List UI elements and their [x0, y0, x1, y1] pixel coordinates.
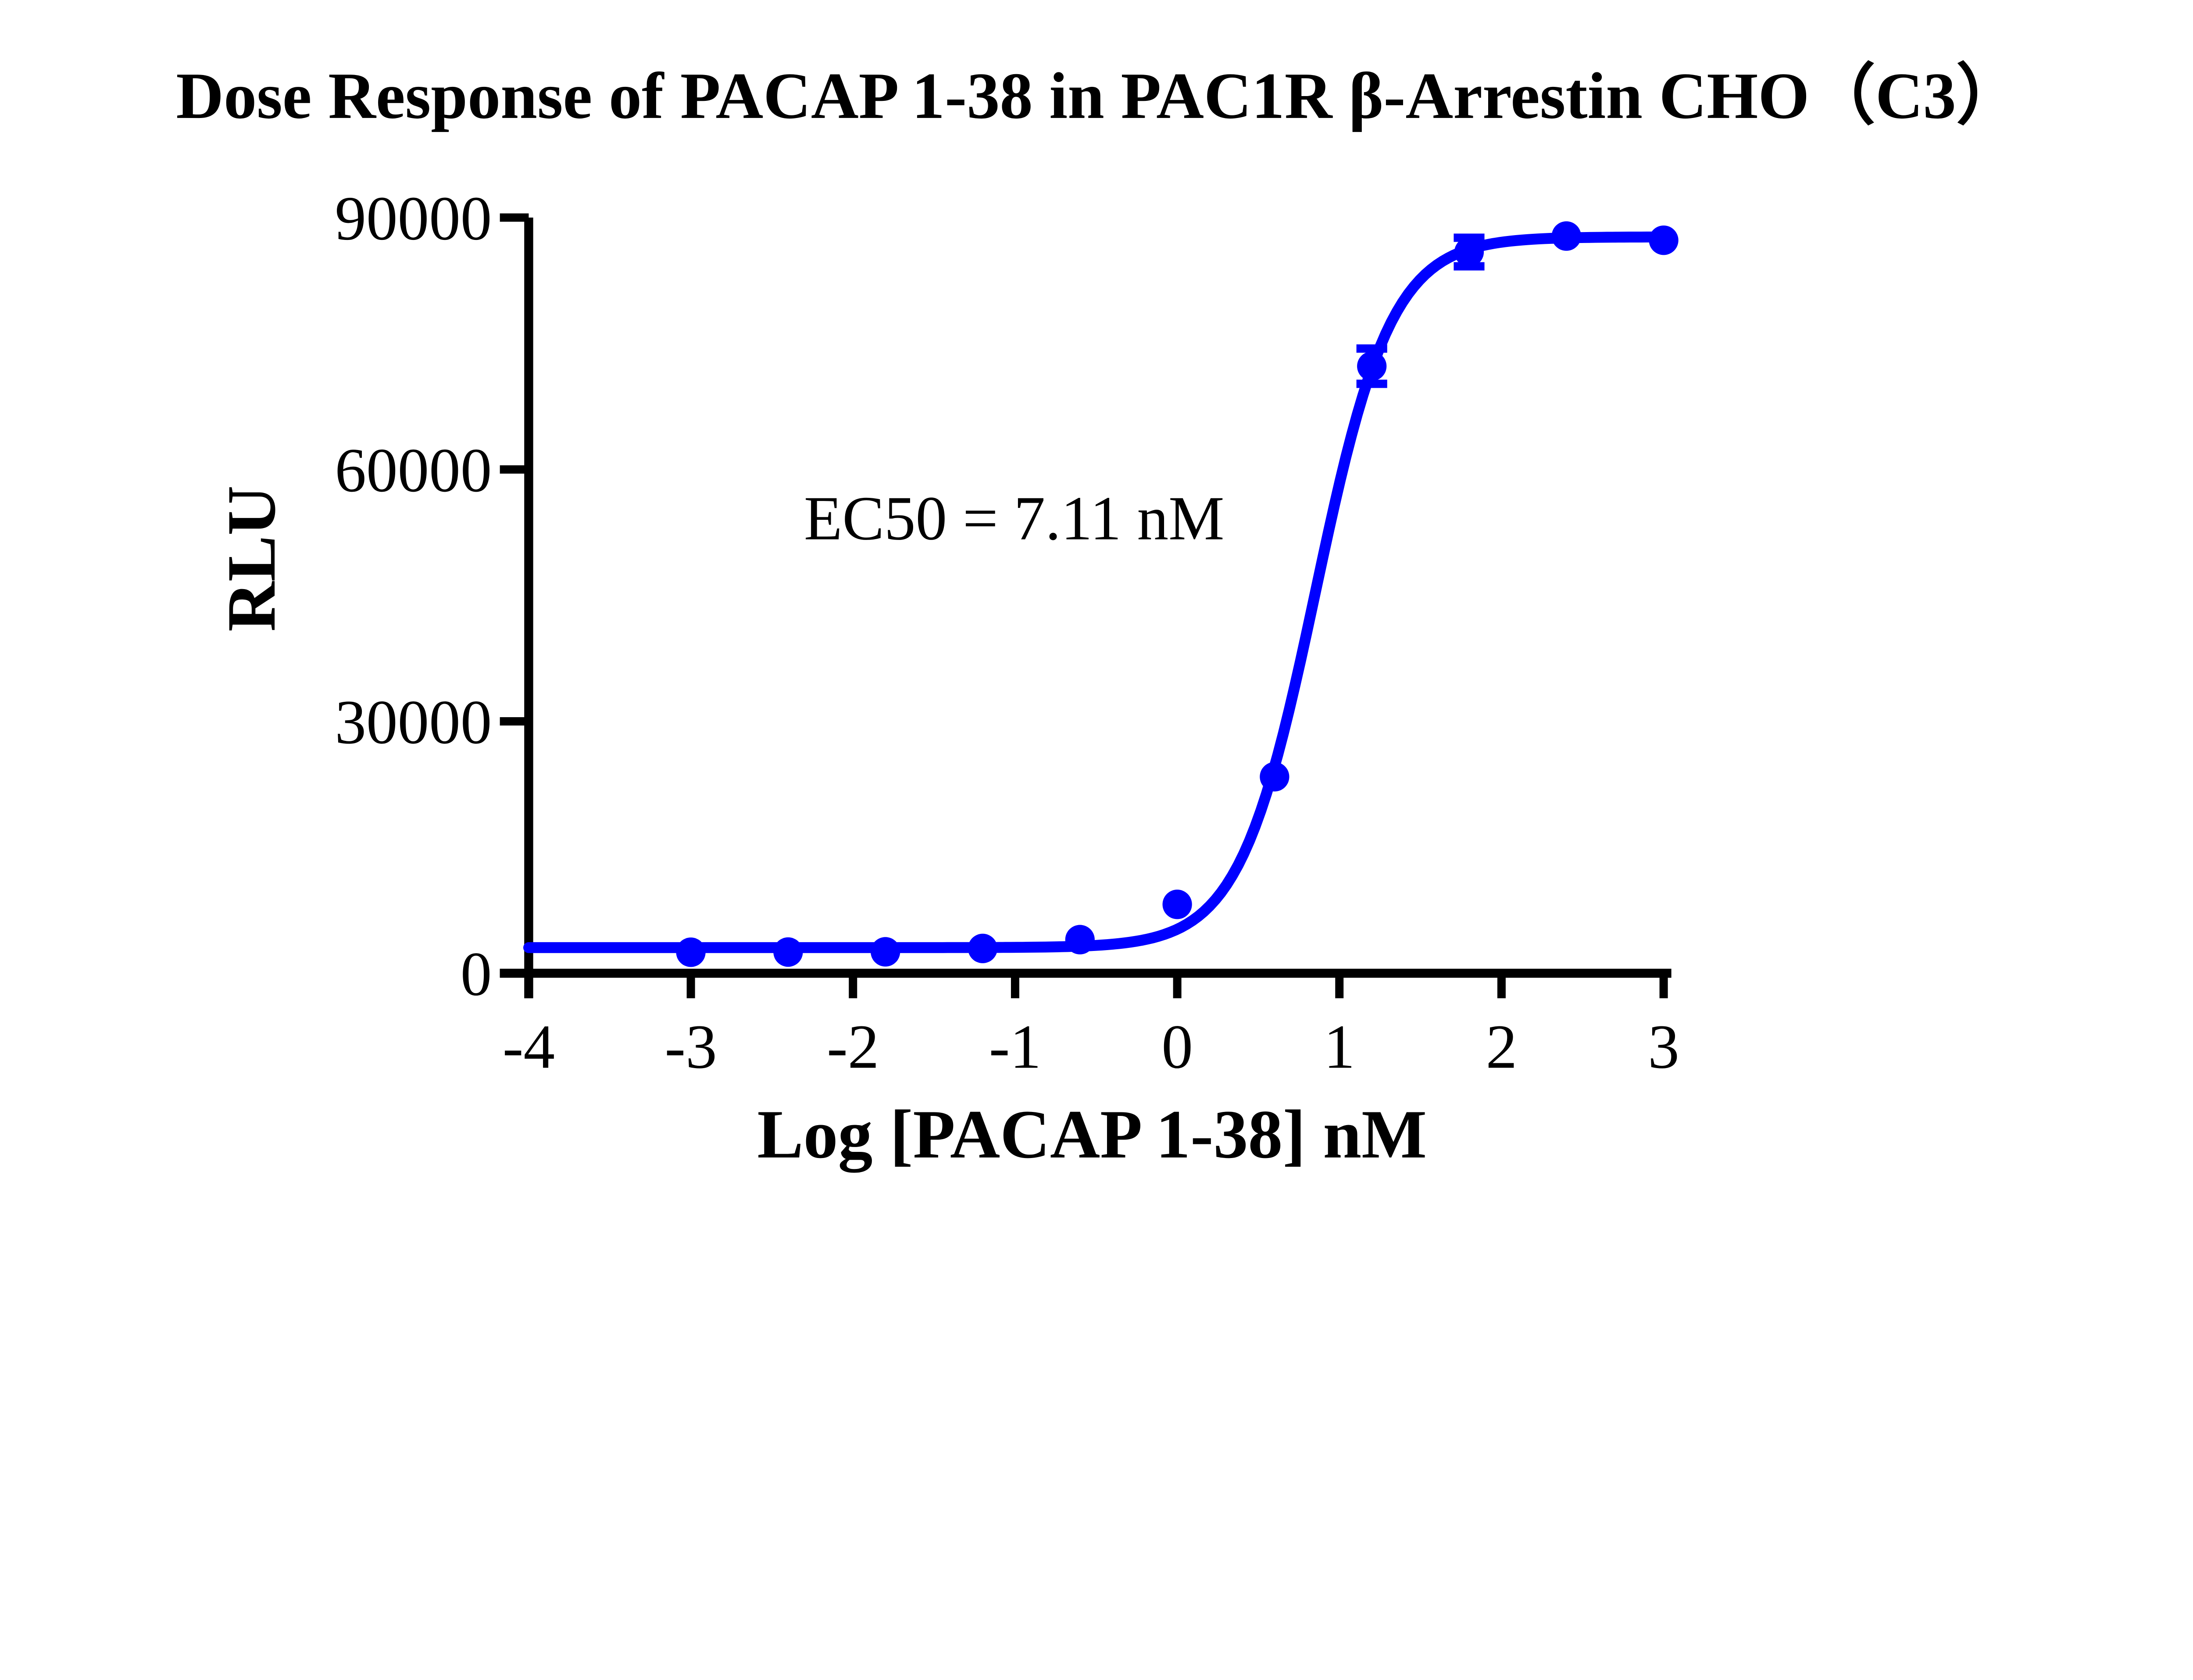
x-tick-label: 0	[1161, 1012, 1193, 1081]
x-tick-label: 1	[1324, 1012, 1355, 1081]
dose-response-curve	[523, 231, 1669, 953]
data-point-marker	[676, 937, 706, 967]
x-tick-label: -3	[664, 1012, 717, 1081]
x-axis-title: Log [PACAP 1-38] nM	[757, 1096, 1427, 1173]
chart-title: Dose Response of PACAP 1-38 in PAC1R β-A…	[176, 59, 2022, 132]
data-point-marker	[1454, 237, 1484, 267]
data-point-marker	[871, 937, 900, 967]
x-tick-label: 3	[1648, 1012, 1679, 1081]
y-tick-label: 30000	[335, 687, 492, 757]
data-point-marker	[1357, 351, 1387, 381]
data-point-marker	[1551, 221, 1581, 251]
x-tick-label: 2	[1486, 1012, 1518, 1081]
y-axis-title: RLU	[213, 486, 290, 632]
y-tick-label: 60000	[335, 435, 492, 505]
data-point-marker	[1649, 225, 1679, 255]
data-points	[676, 221, 1679, 967]
y-tick-label: 90000	[335, 183, 492, 253]
ec50-annotation: EC50 = 7.11 nM	[804, 483, 1224, 553]
x-tick-label: -2	[827, 1012, 879, 1081]
axis-ticks	[500, 213, 1668, 998]
dose-response-chart: 0 30000 60000 90000 -4 -3 -2 -1 0 1 2 3 Dose Respon…	[176, 59, 2022, 1173]
data-point-marker	[968, 933, 998, 963]
y-tick-label: 0	[461, 939, 492, 1008]
data-point-marker	[1065, 925, 1095, 954]
axis-tick-labels: 0 30000 60000 90000 -4 -3 -2 -1 0 1 2 3	[335, 183, 1679, 1082]
fit-curve	[523, 231, 1669, 953]
data-point-marker	[773, 937, 803, 967]
data-point-marker	[1162, 890, 1192, 919]
data-point-marker	[1260, 762, 1289, 792]
x-tick-label: -1	[989, 1012, 1041, 1081]
x-tick-label: -4	[503, 1012, 555, 1081]
axes	[500, 218, 1672, 998]
